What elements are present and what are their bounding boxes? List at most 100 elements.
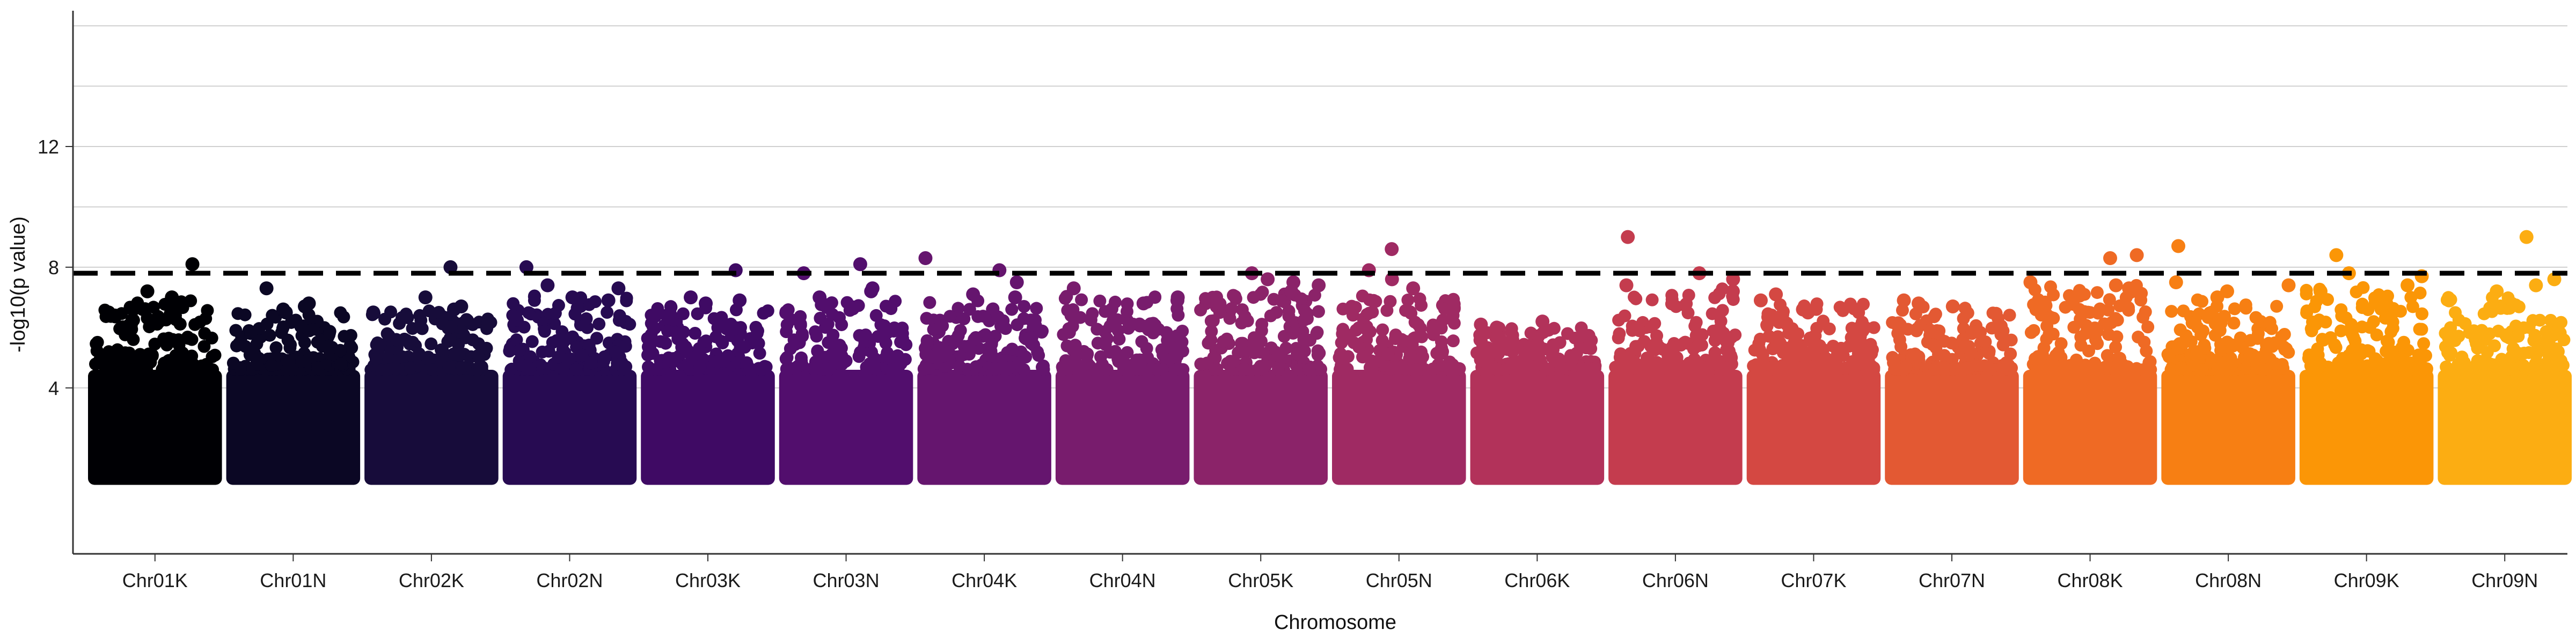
snp-point bbox=[1122, 321, 1135, 335]
snp-point bbox=[1152, 363, 1165, 376]
snp-point bbox=[122, 346, 136, 360]
snp-point bbox=[1473, 333, 1487, 347]
snp-point bbox=[382, 329, 396, 342]
snp-point bbox=[334, 357, 348, 371]
snp-point bbox=[1223, 312, 1236, 325]
snp-point bbox=[648, 321, 661, 335]
snp-point bbox=[2546, 348, 2559, 361]
top-snp-point bbox=[601, 293, 616, 308]
snp-point bbox=[2311, 342, 2324, 356]
snp-point bbox=[1886, 316, 1899, 329]
snp-point bbox=[1428, 319, 1441, 332]
snp-point bbox=[91, 335, 104, 349]
top-snp-point bbox=[1535, 314, 1550, 329]
snp-point bbox=[1091, 323, 1104, 336]
snp-point bbox=[1716, 304, 1729, 317]
snp-point bbox=[988, 362, 1001, 375]
snp-point bbox=[2526, 314, 2540, 327]
top-snp-point bbox=[366, 305, 380, 320]
snp-point bbox=[2344, 325, 2358, 339]
x-tick-label: Chr09N bbox=[2471, 569, 2538, 591]
snp-point bbox=[2062, 289, 2076, 302]
snp-point bbox=[2067, 320, 2081, 334]
snp-point bbox=[2386, 321, 2399, 335]
snp-point bbox=[662, 354, 676, 368]
snp-point bbox=[923, 296, 936, 309]
snp-point bbox=[879, 336, 892, 350]
snp-point bbox=[779, 352, 793, 365]
chromosome-point-cloud bbox=[917, 370, 1051, 485]
snp-point bbox=[1708, 291, 1722, 304]
snp-point bbox=[1887, 354, 1901, 367]
top-snp-point bbox=[2490, 284, 2504, 298]
snp-point bbox=[2198, 338, 2211, 352]
snp-point bbox=[1923, 323, 1937, 336]
snp-point bbox=[794, 319, 807, 332]
snp-point bbox=[1645, 293, 1659, 306]
snp-point bbox=[2240, 302, 2253, 315]
snp-point bbox=[548, 306, 562, 320]
snp-point bbox=[522, 306, 536, 319]
x-tick-label: Chr04K bbox=[952, 569, 1017, 591]
snp-point bbox=[2004, 333, 2018, 347]
chromosome-point-cloud bbox=[2299, 370, 2434, 485]
snp-point bbox=[1360, 323, 1373, 336]
snp-point bbox=[151, 310, 165, 323]
snp-point bbox=[2111, 313, 2124, 327]
snp-point bbox=[206, 363, 219, 376]
top-snp-point bbox=[1801, 305, 1815, 320]
snp-point bbox=[1795, 339, 1809, 352]
snp-point bbox=[2111, 352, 2125, 365]
snp-point bbox=[601, 306, 614, 319]
snp-point bbox=[2212, 312, 2225, 326]
top-snp-point bbox=[1726, 272, 1740, 287]
snp-point bbox=[1270, 306, 1283, 319]
x-axis-title: Chromosome bbox=[1274, 611, 1396, 634]
snp-point bbox=[1105, 302, 1118, 316]
snp-point bbox=[2236, 341, 2249, 354]
y-tick-label: 8 bbox=[48, 257, 59, 279]
snp-point bbox=[1961, 306, 1974, 320]
chromosome-point-cloud bbox=[1885, 370, 2019, 485]
snp-point bbox=[2250, 361, 2263, 375]
snp-point bbox=[721, 318, 734, 332]
snp-point bbox=[2094, 302, 2107, 316]
snp-point bbox=[1415, 298, 1428, 312]
snp-point bbox=[1238, 363, 1251, 376]
snp-point bbox=[528, 294, 541, 307]
snp-point bbox=[2369, 352, 2382, 365]
snp-point bbox=[1228, 290, 1242, 303]
snp-point bbox=[620, 294, 633, 308]
snp-point bbox=[1713, 321, 1726, 335]
snp-point bbox=[1298, 304, 1311, 317]
snp-point bbox=[597, 355, 611, 368]
snp-point bbox=[1408, 316, 1422, 329]
snp-point bbox=[2270, 299, 2284, 313]
snp-point bbox=[115, 307, 128, 320]
snp-point bbox=[826, 308, 839, 321]
snp-point bbox=[1937, 349, 1951, 362]
snp-point bbox=[1239, 346, 1252, 359]
snp-point bbox=[389, 362, 402, 375]
top-snp-point bbox=[1753, 293, 1768, 308]
snp-point bbox=[1836, 304, 1849, 317]
snp-point bbox=[1335, 336, 1348, 349]
snp-point bbox=[963, 303, 976, 316]
snp-point bbox=[444, 320, 458, 334]
snp-point bbox=[2140, 345, 2153, 358]
snp-point bbox=[1650, 329, 1664, 342]
top-snp-point bbox=[1945, 299, 1960, 313]
top-snp-point bbox=[1897, 293, 1911, 308]
snp-point bbox=[506, 309, 519, 322]
snp-point bbox=[2211, 362, 2224, 375]
snp-point bbox=[1294, 292, 1308, 305]
snp-point bbox=[1146, 317, 1160, 330]
snp-point bbox=[1539, 363, 1553, 376]
snp-point bbox=[2550, 359, 2564, 372]
snp-point bbox=[513, 344, 526, 357]
data-points bbox=[88, 230, 2572, 485]
snp-point bbox=[460, 313, 473, 326]
top-snp-point bbox=[447, 302, 461, 317]
snp-point bbox=[1561, 327, 1574, 340]
snp-point bbox=[2441, 346, 2455, 360]
